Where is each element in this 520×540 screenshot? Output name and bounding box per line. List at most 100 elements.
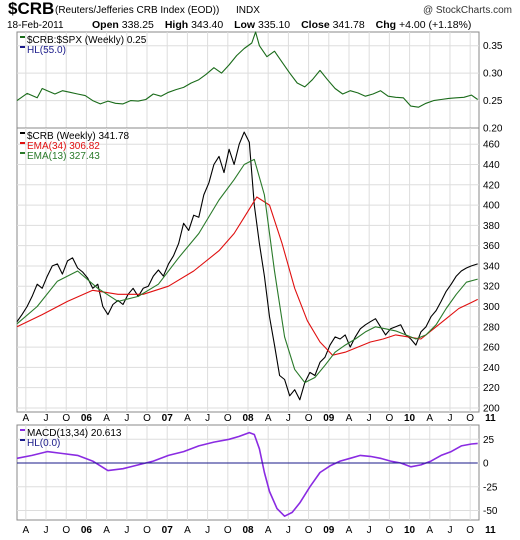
price-series-2 xyxy=(16,158,478,384)
high-label: High xyxy=(164,19,189,31)
price-x-tick-label: A xyxy=(184,413,191,424)
price-x-tick-label: 08 xyxy=(242,413,254,424)
legend-swatch xyxy=(20,36,25,38)
open-value: 338.25 xyxy=(121,19,154,31)
price-tick-label: 280 xyxy=(483,322,500,333)
price-x-tick-label: J xyxy=(367,413,372,424)
close-label: Close xyxy=(301,19,330,31)
legend-swatch xyxy=(20,429,25,431)
ratio-tick-label: 0.30 xyxy=(483,69,503,80)
price-tick-label: 320 xyxy=(483,282,500,293)
macd-x-tick-label: 09 xyxy=(323,525,335,536)
macd-x-tick-label: O xyxy=(466,525,474,536)
price-tick-label: 420 xyxy=(483,180,500,191)
legend-text: MACD(13,34) 20.613 xyxy=(27,428,122,439)
price-x-tick-label: O xyxy=(466,413,474,424)
price-x-tick-label: A xyxy=(23,413,30,424)
price-series-0 xyxy=(16,131,478,401)
price-x-tick-label: 06 xyxy=(81,413,93,424)
macd-x-tick-label: O xyxy=(143,525,151,536)
macd-x-tick-label: A xyxy=(346,525,353,536)
price-tick-label: 360 xyxy=(483,241,500,252)
price-tick-label: 340 xyxy=(483,261,500,272)
macd-x-tick-label: J xyxy=(44,525,49,536)
macd-tick-label: 0 xyxy=(483,459,489,470)
price-tick-label: 200 xyxy=(483,403,500,414)
price-x-tick-label: J xyxy=(205,413,210,424)
ratio-tick-label: 0.25 xyxy=(483,96,503,107)
macd-tick-label: -50 xyxy=(483,506,498,517)
price-tick-label: 440 xyxy=(483,160,500,171)
ticker-symbol: $CRB xyxy=(8,0,55,18)
legend-swatch xyxy=(20,46,25,48)
macd-x-tick-label: O xyxy=(224,525,232,536)
price-x-tick-label: O xyxy=(385,413,393,424)
price-x-tick-label: O xyxy=(143,413,151,424)
price-series-1 xyxy=(16,196,478,356)
price-tick-label: 460 xyxy=(483,140,500,151)
price-x-tick-label: 11 xyxy=(485,413,496,424)
macd-x-tick-label: 06 xyxy=(81,525,93,536)
macd-x-tick-label: J xyxy=(367,525,372,536)
macd-x-tick-label: O xyxy=(385,525,393,536)
price-x-tick-label: 10 xyxy=(404,413,416,424)
price-x-tick-label: A xyxy=(103,413,110,424)
legend-swatch xyxy=(20,142,25,144)
legend-swatch xyxy=(20,439,25,441)
legend-text: EMA(34) 306.82 xyxy=(27,141,100,152)
legend-text: HL(0.0) xyxy=(27,438,60,449)
price-tick-label: 260 xyxy=(483,343,500,354)
chg-label: Chg xyxy=(375,19,397,31)
macd-x-tick-label: 10 xyxy=(404,525,416,536)
low-value: 335.10 xyxy=(258,19,291,31)
exchange-label: INDX xyxy=(236,5,260,16)
legend-text: $CRB (Weekly) 341.78 xyxy=(27,131,130,142)
price-x-tick-label: O xyxy=(224,413,232,424)
open-label: Open xyxy=(92,19,119,31)
macd-x-tick-label: A xyxy=(426,525,433,536)
ratio-series-0 xyxy=(16,31,479,108)
price-tick-label: 380 xyxy=(483,221,500,232)
price-x-tick-label: O xyxy=(62,413,70,424)
price-tick-label: 240 xyxy=(483,363,500,374)
price-x-tick-label: J xyxy=(124,413,129,424)
price-x-tick-label: A xyxy=(426,413,433,424)
legend-text: $CRB:$SPX (Weekly) 0.25 xyxy=(27,35,147,46)
quote-date: 18-Feb-2011 xyxy=(7,20,64,31)
price-legend-item: EMA(13) 327.43 xyxy=(20,151,100,162)
macd-x-tick-label: 11 xyxy=(485,525,496,536)
ratio-legend-item: HL(55.0) xyxy=(20,45,66,56)
price-x-tick-label: 07 xyxy=(162,413,174,424)
macd-x-tick-label: A xyxy=(103,525,110,536)
price-x-tick-label: A xyxy=(265,413,272,424)
macd-x-tick-label: A xyxy=(265,525,272,536)
ratio-tick-label: 0.35 xyxy=(483,41,503,52)
macd-x-tick-label: J xyxy=(286,525,291,536)
price-legend-item: EMA(34) 306.82 xyxy=(20,141,100,152)
macd-x-tick-label: J xyxy=(124,525,129,536)
macd-series-0 xyxy=(16,431,478,517)
instrument-name: (Reuters/Jefferies CRB Index (EOD)) xyxy=(55,5,220,16)
ratio-panel: 0.35 0.30 0.25 0.20 $CRB:$SPX (Weekly) 0.25H… xyxy=(16,31,503,135)
close-value: 341.78 xyxy=(332,19,365,31)
macd-x-tick-label: A xyxy=(184,525,191,536)
macd-x-tick-label: 08 xyxy=(242,525,254,536)
macd-legend-item: MACD(13,34) 20.613 xyxy=(20,428,122,439)
price-tick-label: 300 xyxy=(483,302,500,313)
price-tick-label: 400 xyxy=(483,201,500,212)
quote-summary: Open 338.25 High 343.40 Low 335.10 Close… xyxy=(92,19,471,31)
legend-swatch xyxy=(20,152,25,154)
macd-tick-label: -25 xyxy=(483,482,498,493)
macd-legend-item: HL(0.0) xyxy=(20,438,60,449)
macd-x-tick-label: 07 xyxy=(162,525,174,536)
price-x-tick-label: J xyxy=(44,413,49,424)
ratio-legend-item: $CRB:$SPX (Weekly) 0.25 xyxy=(20,35,147,46)
chg-value: +4.00 (+1.18%) xyxy=(398,19,472,31)
macd-x-tick-label: O xyxy=(62,525,70,536)
legend-text: EMA(13) 327.43 xyxy=(27,151,100,162)
macd-x-tick-label: J xyxy=(205,525,210,536)
macd-x-tick-label: A xyxy=(23,525,30,536)
price-x-tick-label: 09 xyxy=(323,413,335,424)
